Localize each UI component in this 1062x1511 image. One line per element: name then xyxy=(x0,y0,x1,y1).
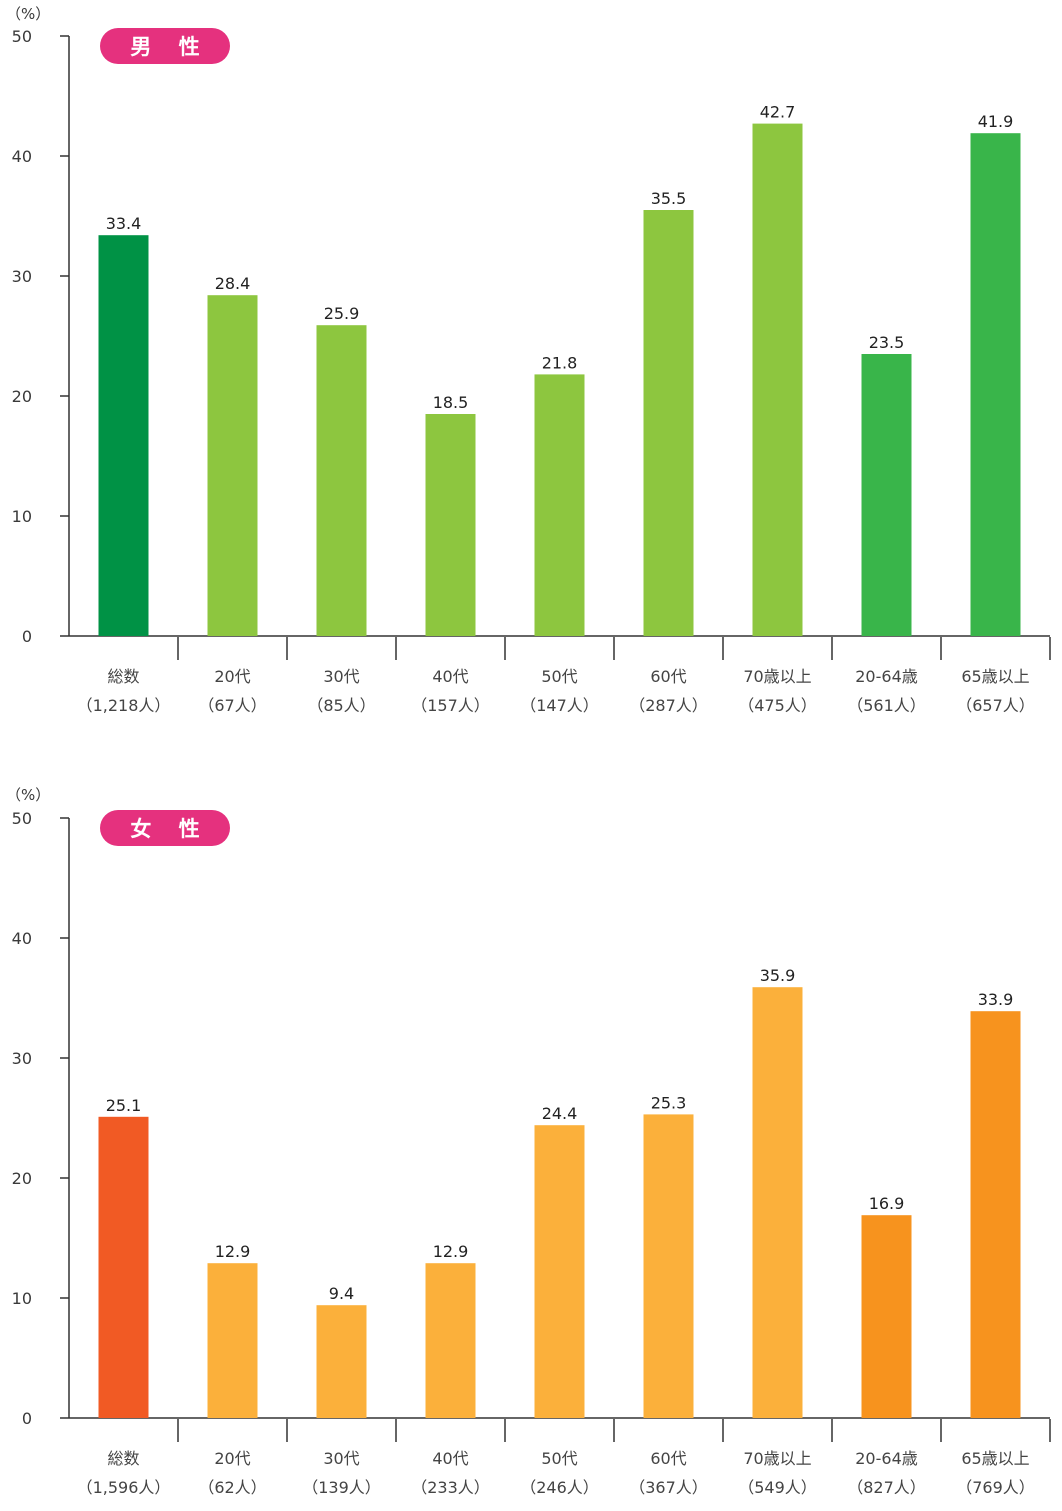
x-category-label: 20代 xyxy=(214,667,250,686)
x-category-label: 40代 xyxy=(432,1449,468,1468)
x-category-count-label: （475人） xyxy=(738,696,817,715)
y-tick-label: 0 xyxy=(22,1409,32,1428)
bar-5 xyxy=(643,210,694,636)
x-category-count-label: （139人） xyxy=(302,1478,381,1497)
x-category-count-label: （67人） xyxy=(198,696,266,715)
bar-value-label: 18.5 xyxy=(433,393,469,412)
bar-0 xyxy=(98,235,149,636)
x-category-count-label: （657人） xyxy=(956,696,1035,715)
bar-7 xyxy=(861,354,912,636)
x-category-label: 65歳以上 xyxy=(961,1449,1029,1468)
y-tick-label: 30 xyxy=(12,267,32,286)
bar-5 xyxy=(643,1114,694,1418)
bar-3 xyxy=(425,1263,476,1418)
x-category-label: 総数 xyxy=(107,1449,139,1468)
bar-4 xyxy=(534,374,585,636)
chart-female: （%） 0 10 20 30 40 50 25.1 総数 （1,596人） 12.9 20代 （62人）… xyxy=(6,786,1051,1497)
bar-value-label: 35.5 xyxy=(651,189,687,208)
x-category-count-label: （62人） xyxy=(198,1478,266,1497)
x-category-label: 50代 xyxy=(541,1449,577,1468)
bar-value-label: 12.9 xyxy=(215,1242,251,1261)
y-tick-label: 20 xyxy=(12,1169,32,1188)
x-category-label: 60代 xyxy=(650,1449,686,1468)
x-category-count-label: （367人） xyxy=(629,1478,708,1497)
bar-value-label: 42.7 xyxy=(760,103,796,122)
y-tick-label: 10 xyxy=(12,1289,32,1308)
x-category-count-label: （549人） xyxy=(738,1478,817,1497)
bar-value-label: 25.3 xyxy=(651,1093,687,1112)
bar-1 xyxy=(207,1263,258,1418)
x-category-label: 20-64歳 xyxy=(855,1449,918,1468)
x-category-count-label: （85人） xyxy=(307,696,375,715)
bar-value-label: 16.9 xyxy=(869,1194,905,1213)
bar-0 xyxy=(98,1116,149,1418)
bar-value-label: 23.5 xyxy=(869,333,905,352)
bar-value-label: 25.1 xyxy=(106,1096,142,1115)
chart-title: 男 性 xyxy=(130,35,209,59)
x-category-count-label: （1,596人） xyxy=(77,1478,171,1497)
bar-value-label: 25.9 xyxy=(324,304,360,323)
bar-value-label: 12.9 xyxy=(433,1242,469,1261)
x-category-label: 50代 xyxy=(541,667,577,686)
x-category-label: 70歳以上 xyxy=(743,667,811,686)
y-tick-label: 40 xyxy=(12,929,32,948)
y-axis-unit-label: （%） xyxy=(6,5,50,23)
x-category-label: 20-64歳 xyxy=(855,667,918,686)
x-category-count-label: （233人） xyxy=(411,1478,490,1497)
bar-7 xyxy=(861,1215,912,1418)
y-tick-label: 40 xyxy=(12,147,32,166)
y-axis-unit-label: （%） xyxy=(6,786,50,804)
x-category-count-label: （287人） xyxy=(629,696,708,715)
bar-8 xyxy=(970,133,1021,636)
x-category-label: 65歳以上 xyxy=(961,667,1029,686)
x-category-count-label: （827人） xyxy=(847,1478,926,1497)
bar-value-label: 21.8 xyxy=(542,353,578,372)
title-badge xyxy=(100,28,230,64)
x-category-count-label: （561人） xyxy=(847,696,926,715)
bar-value-label: 33.4 xyxy=(106,214,142,233)
x-category-label: 40代 xyxy=(432,667,468,686)
x-category-label: 20代 xyxy=(214,1449,250,1468)
bar-4 xyxy=(534,1125,585,1418)
bar-value-label: 41.9 xyxy=(978,112,1014,131)
chart-title: 女 性 xyxy=(130,817,209,841)
bar-value-label: 24.4 xyxy=(542,1104,578,1123)
x-category-count-label: （157人） xyxy=(411,696,490,715)
bar-value-label: 28.4 xyxy=(215,274,251,293)
y-tick-label: 50 xyxy=(12,27,32,46)
y-tick-label: 30 xyxy=(12,1049,32,1068)
bar-value-label: 33.9 xyxy=(978,990,1014,1009)
bar-6 xyxy=(752,987,803,1418)
x-category-count-label: （147人） xyxy=(520,696,599,715)
x-category-label: 60代 xyxy=(650,667,686,686)
x-category-label: 30代 xyxy=(323,1449,359,1468)
x-category-label: 70歳以上 xyxy=(743,1449,811,1468)
title-badge xyxy=(100,810,230,846)
bar-value-label: 35.9 xyxy=(760,966,796,985)
bar-8 xyxy=(970,1011,1021,1418)
bar-2 xyxy=(316,325,367,636)
bar-6 xyxy=(752,123,803,637)
x-category-label: 総数 xyxy=(107,667,139,686)
y-tick-label: 0 xyxy=(22,627,32,646)
y-tick-label: 10 xyxy=(12,507,32,526)
x-category-label: 30代 xyxy=(323,667,359,686)
x-category-count-label: （769人） xyxy=(956,1478,1035,1497)
y-tick-label: 20 xyxy=(12,387,32,406)
bar-1 xyxy=(207,295,258,636)
y-tick-label: 50 xyxy=(12,809,32,828)
chart-male: （%） 0 10 20 30 40 50 33.4 総数 （1,218人） 28.4 20代 （67人）… xyxy=(6,5,1051,715)
bar-value-label: 9.4 xyxy=(329,1284,354,1303)
bar-2 xyxy=(316,1305,367,1418)
x-category-count-label: （1,218人） xyxy=(77,696,171,715)
bar-3 xyxy=(425,414,476,636)
x-category-count-label: （246人） xyxy=(520,1478,599,1497)
